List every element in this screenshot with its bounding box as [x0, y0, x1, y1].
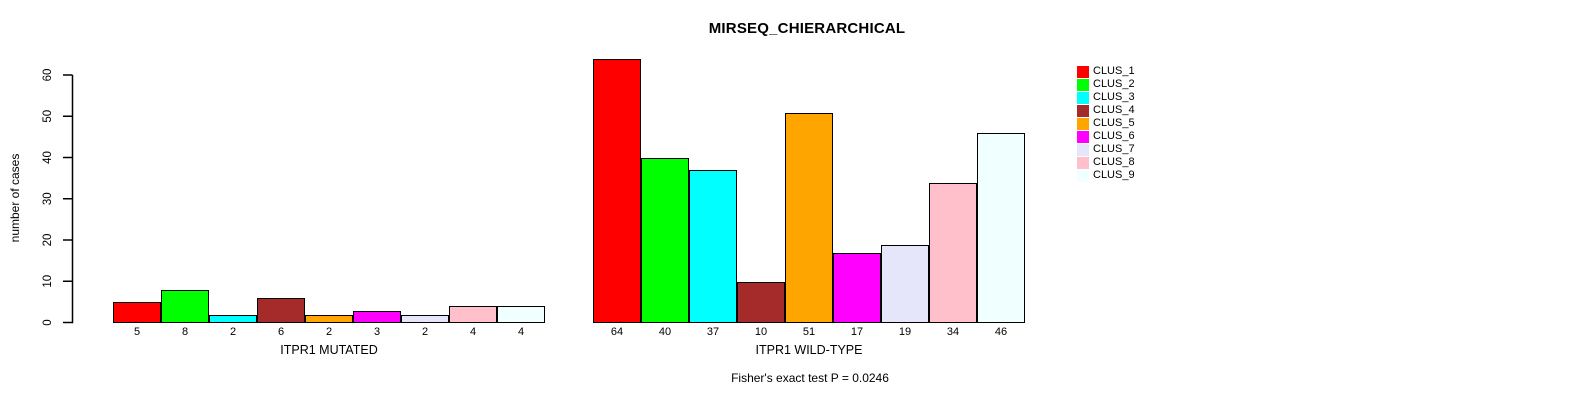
legend-swatch-icon [1077, 169, 1089, 182]
bar-mutated-clus_3 [209, 315, 257, 323]
legend-swatch-icon [1077, 78, 1089, 91]
legend-item-label: CLUS_7 [1093, 143, 1135, 156]
bar-value-label: 17 [850, 326, 864, 338]
legend-swatch-icon [1077, 104, 1089, 117]
legend-item: CLUS_8 [1077, 156, 1135, 169]
bar-value-label: 64 [610, 326, 624, 338]
bar-wild-type-clus_1 [593, 59, 641, 323]
bar-value-label: 37 [706, 326, 720, 338]
bar-value-label: 4 [517, 326, 525, 338]
legend-item-label: CLUS_6 [1093, 130, 1135, 143]
bar-mutated-clus_8 [449, 306, 497, 323]
legend-item: CLUS_6 [1077, 130, 1135, 143]
bar-value-label: 3 [373, 326, 381, 338]
bar-value-label: 2 [229, 326, 237, 338]
x-axis-label-mutated: ITPR1 MUTATED [280, 343, 378, 357]
legend-item: CLUS_5 [1077, 117, 1135, 130]
legend-item: CLUS_9 [1077, 169, 1135, 182]
legend-item: CLUS_4 [1077, 104, 1135, 117]
bar-wild-type-clus_7 [881, 245, 929, 323]
bar-mutated-clus_6 [353, 311, 401, 323]
legend-item-label: CLUS_2 [1093, 78, 1135, 91]
legend-swatch-icon [1077, 156, 1089, 169]
bar-wild-type-clus_9 [977, 133, 1025, 323]
y-axis-tick-label: 50 [42, 110, 54, 123]
legend-item-label: CLUS_8 [1093, 156, 1135, 169]
legend-item: CLUS_1 [1077, 65, 1135, 78]
legend-swatch-icon [1077, 117, 1089, 130]
y-axis-title: number of cases [8, 154, 22, 243]
fisher-test-annotation: Fisher's exact test P = 0.0246 [731, 371, 889, 385]
y-axis-tick-label: 30 [42, 192, 54, 205]
x-axis-label-wild-type: ITPR1 WILD-TYPE [755, 343, 863, 357]
bar-value-label: 2 [421, 326, 429, 338]
bar-mutated-clus_5 [305, 315, 353, 323]
bar-wild-type-clus_2 [641, 158, 689, 323]
y-axis-tick-label: 60 [42, 69, 54, 82]
bar-wild-type-clus_4 [737, 282, 785, 323]
legend-swatch-icon [1077, 130, 1089, 143]
legend-item-label: CLUS_9 [1093, 169, 1135, 182]
legend-item-label: CLUS_5 [1093, 117, 1135, 130]
bar-mutated-clus_2 [161, 290, 209, 323]
legend-item: CLUS_7 [1077, 143, 1135, 156]
legend-item-label: CLUS_3 [1093, 91, 1135, 104]
legend-item: CLUS_3 [1077, 91, 1135, 104]
chart-title: MIRSEQ_CHIERARCHICAL [708, 20, 906, 37]
y-axis-tick-label: 10 [42, 275, 54, 288]
bar-wild-type-clus_6 [833, 253, 881, 323]
bar-mutated-clus_9 [497, 306, 545, 323]
bar-wild-type-clus_8 [929, 183, 977, 323]
bar-value-label: 5 [133, 326, 141, 338]
bar-value-label: 51 [802, 326, 816, 338]
legend-item: CLUS_2 [1077, 78, 1135, 91]
bar-value-label: 2 [325, 326, 333, 338]
bar-value-label: 6 [277, 326, 285, 338]
bar-mutated-clus_1 [113, 302, 161, 323]
bar-value-label: 4 [469, 326, 477, 338]
bar-value-label: 34 [946, 326, 960, 338]
y-axis-tick-label: 0 [42, 319, 54, 325]
bar-value-label: 10 [754, 326, 768, 338]
bar-value-label: 8 [181, 326, 189, 338]
bar-value-label: 46 [994, 326, 1008, 338]
legend-swatch-icon [1077, 65, 1089, 78]
y-axis-tick-label: 20 [42, 234, 54, 247]
y-axis-tick-label: 40 [42, 151, 54, 164]
bar-mutated-clus_7 [401, 315, 449, 323]
bar-value-label: 40 [658, 326, 672, 338]
bar-mutated-clus_4 [257, 298, 305, 323]
bar-wild-type-clus_5 [785, 113, 833, 323]
bar-wild-type-clus_3 [689, 170, 737, 323]
legend-item-label: CLUS_1 [1093, 65, 1135, 77]
legend-swatch-icon [1077, 143, 1089, 156]
legend-swatch-icon [1077, 91, 1089, 104]
legend-item-label: CLUS_4 [1093, 104, 1135, 117]
bar-value-label: 19 [898, 326, 912, 338]
